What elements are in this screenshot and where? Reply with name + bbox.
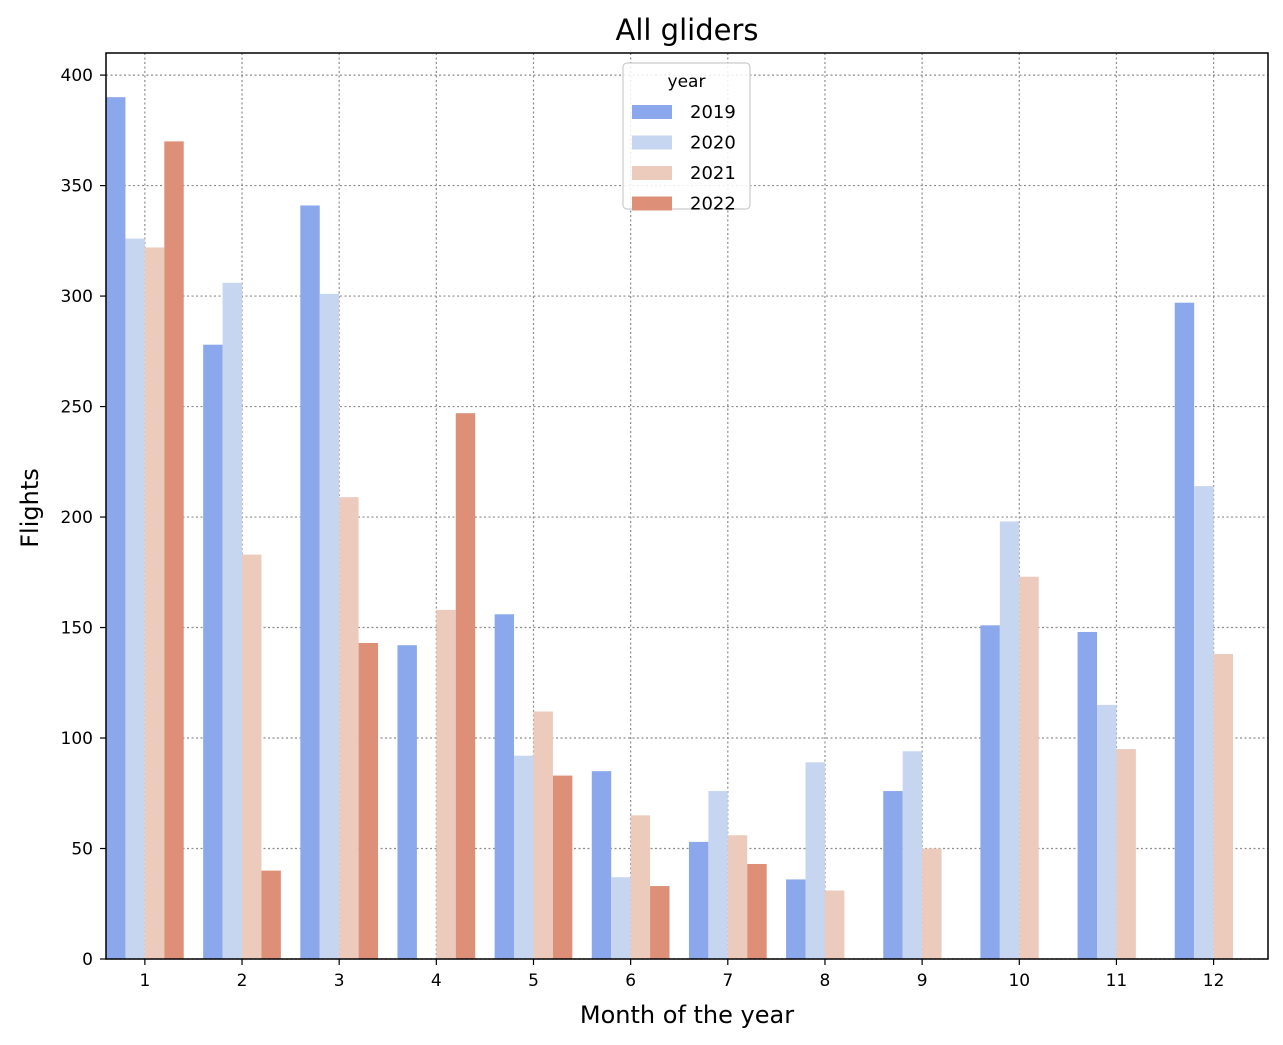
bar-2022-month-4 <box>455 413 476 959</box>
bar-2020-month-2 <box>222 282 243 959</box>
bar-2021-month-11 <box>1116 749 1136 959</box>
bar-2021-month-10 <box>1019 576 1039 959</box>
x-tick-label: 12 <box>1203 971 1225 991</box>
bar-2019-month-1 <box>106 97 126 959</box>
bar-2022-month-5 <box>552 775 573 959</box>
bar-2019-month-9 <box>883 791 903 959</box>
bar-2022-month-1 <box>164 141 184 959</box>
bar-2019-month-5 <box>494 614 515 959</box>
bar-2019-month-7 <box>688 841 709 959</box>
x-tick-label: 7 <box>722 971 733 991</box>
bar-2019-month-8 <box>786 879 806 959</box>
bar-2019-month-10 <box>980 625 1000 959</box>
bar-2021-month-7 <box>727 835 748 959</box>
bar-2022-month-3 <box>358 643 379 959</box>
plot-frame <box>105 52 1269 960</box>
bars <box>106 97 1234 959</box>
x-tick-label: 6 <box>625 971 636 991</box>
bar-2021-month-2 <box>242 554 262 959</box>
y-tick-label: 200 <box>61 508 93 528</box>
bar-2022-month-6 <box>650 886 670 959</box>
bar-2021-month-12 <box>1213 654 1234 959</box>
legend-title: year <box>668 72 706 92</box>
bar-2020-month-11 <box>1097 704 1117 959</box>
bar-2021-month-8 <box>824 890 845 959</box>
x-tick-label: 10 <box>1008 971 1030 991</box>
y-tick-label: 50 <box>71 840 93 860</box>
legend-label-2022: 2022 <box>690 194 736 215</box>
x-tick-label: 9 <box>917 971 928 991</box>
x-tick-label: 2 <box>237 971 248 991</box>
bar-2021-month-3 <box>339 497 359 959</box>
bar-2019-month-3 <box>300 205 320 959</box>
legend-swatch-2021 <box>632 166 672 180</box>
bar-2020-month-9 <box>902 751 923 959</box>
bar-2020-month-8 <box>805 762 825 959</box>
y-tick-label: 100 <box>61 729 93 749</box>
bar-2020-month-5 <box>514 755 534 959</box>
legend-label-2021: 2021 <box>690 163 736 184</box>
bar-2020-month-6 <box>611 877 631 959</box>
bar-2019-month-6 <box>591 771 612 959</box>
x-tick-label: 1 <box>139 971 150 991</box>
bar-2020-month-10 <box>999 521 1020 959</box>
bar-2020-month-3 <box>319 293 340 959</box>
y-tick-label: 400 <box>61 66 93 86</box>
bar-2021-month-1 <box>144 247 165 959</box>
legend-swatch-2020 <box>632 135 672 150</box>
bar-2021-month-9 <box>922 848 942 959</box>
bar-2020-month-1 <box>125 238 145 959</box>
bar-2019-month-2 <box>203 344 223 959</box>
y-tick-label: 250 <box>61 398 93 418</box>
x-tick-label: 5 <box>528 971 539 991</box>
legend-swatch-2019 <box>632 105 672 119</box>
legend-swatch-2022 <box>632 196 672 211</box>
x-tick-label: 11 <box>1106 971 1128 991</box>
y-tick-label: 350 <box>61 177 93 197</box>
bar-2022-month-7 <box>747 863 767 959</box>
chart-title: All gliders <box>616 13 759 47</box>
legend: year 2019 2020 2021 2022 <box>622 62 751 215</box>
x-tick-label: 3 <box>334 971 345 991</box>
axes <box>100 52 1269 965</box>
bar-2020-month-12 <box>1194 486 1214 959</box>
y-axis-label: Flights <box>16 468 44 548</box>
bar-2021-month-4 <box>436 609 456 959</box>
bar-2019-month-12 <box>1174 302 1195 959</box>
x-axis-label: Month of the year <box>580 1001 794 1029</box>
y-tick-label: 300 <box>61 287 93 307</box>
x-tick-label: 8 <box>820 971 831 991</box>
bar-2019-month-4 <box>397 645 417 959</box>
bar-2019-month-11 <box>1077 631 1098 959</box>
bar-2021-month-5 <box>533 711 553 959</box>
y-tick-label: 150 <box>61 619 93 639</box>
x-tick-label: 4 <box>431 971 442 991</box>
y-tick-label: 0 <box>82 950 93 970</box>
legend-label-2020: 2020 <box>690 133 736 154</box>
bar-2021-month-6 <box>630 815 651 959</box>
bar-2020-month-7 <box>708 791 728 959</box>
legend-label-2019: 2019 <box>690 102 736 123</box>
bar-2022-month-2 <box>261 870 281 959</box>
